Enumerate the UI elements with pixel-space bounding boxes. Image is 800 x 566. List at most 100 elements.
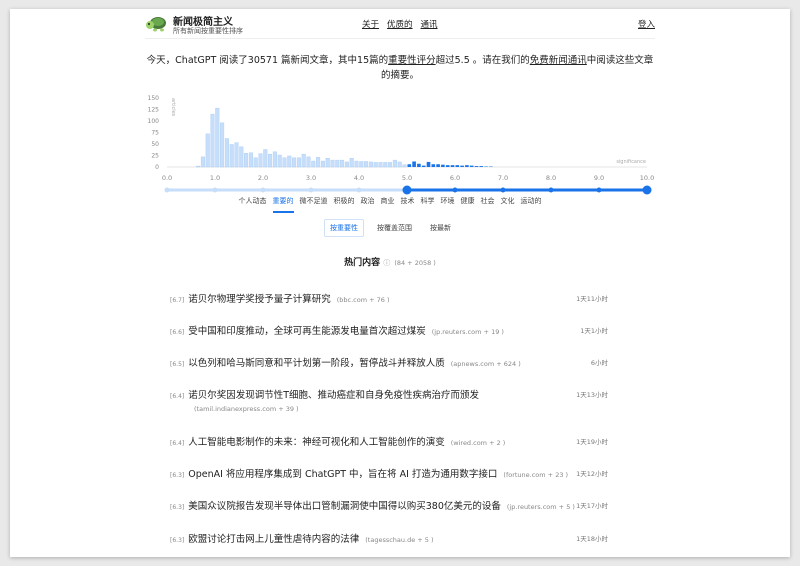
slider-tick [356,187,362,193]
histogram-bar [392,159,397,168]
y-tick-label: 25 [151,153,159,160]
histogram-bar [335,159,340,168]
histogram-bar [402,164,407,168]
nav-premium[interactable]: 优质的 [387,20,413,30]
turtle-logo-icon[interactable] [145,13,167,33]
histogram-bar [200,156,205,168]
news-title[interactable]: OpenAI 将应用程序集成到 ChatGPT 中，旨在将 AI 打造为通用数字… [188,469,498,480]
slider-tick [548,187,554,193]
info-icon[interactable]: ⓘ [383,259,391,267]
histogram-bar [388,162,393,168]
histogram-bar [320,160,325,168]
news-item: [6.4] 人工智能电影制作的未来：神经可视化和人工智能创作的演变 (wired.c… [170,434,620,448]
significance-histogram: 0 25 50 75 100 125 150 0.0 1.0 2.0 3.0 4.0 5.0 6.0 7.0… [148,95,654,195]
news-source[interactable]: (jp.reuters.com + 5 ) [506,503,575,511]
tagline: 所有新闻按重要性排序 [173,27,243,35]
news-time: 6小时 [590,359,608,367]
slider-handle[interactable] [402,185,412,195]
news-title[interactable]: 受中国和印度推动，全球可再生能源发电量首次超过煤炭 [188,326,426,337]
histogram-bar [296,157,301,168]
news-source[interactable]: (jp.reuters.com + 19 ) [431,328,504,336]
histogram-bar [268,153,273,168]
histogram-bar [383,162,388,168]
intro-part: 超过5.5 。请在我们的 [435,55,530,66]
tab-1[interactable]: 重要的 [272,196,294,213]
score: [6.4] [170,440,185,447]
brand-name[interactable]: 新闻极简主义 [173,17,233,28]
news-item: [6.3] 欧盟讨论打击网上儿童性虐待内容的法律 (tagesschau.de + … [170,531,620,545]
news-source[interactable]: (apnews.com + 624 ) [450,360,521,368]
news-title[interactable]: 欧盟讨论打击网上儿童性虐待内容的法律 [188,534,360,545]
news-title[interactable]: 以色列和哈马斯同意和平计划第一阶段，暂停战斗并释放人质 [188,358,445,369]
sort-option[interactable]: 按最新 [430,224,451,232]
login-link[interactable]: 登入 [637,20,655,30]
x-tick-label: 7.0 [498,174,508,182]
news-title[interactable]: 美国众议院报告发现半导体出口管制漏洞使中国得以购买380亿美元的设备 [188,501,501,512]
nav-newsletter[interactable]: 通讯 [420,20,438,30]
newsletter-link[interactable]: 免费新闻通讯 [529,55,587,66]
nav-about[interactable]: 关于 [362,20,380,30]
hot-title: 热门内容 [344,258,381,268]
score: [6.7] [170,297,185,304]
score: [6.4] [170,393,185,400]
tab-10[interactable]: 社会 [480,197,495,205]
histogram-bar [196,165,201,168]
page: 新闻极简主义 所有新闻按重要性排序 关于 优质的 通讯 登入 今天，ChatGPT … [10,9,790,557]
hot-count: (84 + 2058 ) [394,259,436,267]
histogram-bar [436,164,440,167]
news-title[interactable]: 诺贝尔奖因发现调节性T细胞、推动癌症和自身免疫性疾病治疗而颁发 [188,390,480,401]
histogram-bar [431,164,436,167]
histogram-bar [244,152,249,168]
histogram-bar [301,153,306,168]
intro-part: 今天，ChatGPT 阅读了30571 篇新闻文章，其中15篇的 [146,55,389,66]
tab-9[interactable]: 健康 [460,197,475,205]
x-tick-label: 2.0 [258,174,268,182]
news-source[interactable]: (fortune.com + 23 ) [503,471,569,479]
news-time: 1天17小时 [576,502,608,510]
histogram-bar [445,165,450,167]
histogram-bar [426,161,431,167]
x-tick-label: 5.0 [402,174,412,182]
tab-7[interactable]: 科学 [420,197,435,205]
histogram-bar [220,122,225,168]
tab-4[interactable]: 政治 [360,197,375,205]
news-title[interactable]: 诺贝尔物理学奖授予量子计算研究 [188,294,331,305]
histogram-bar [469,165,474,167]
news-source[interactable]: (tagesschau.de + 5 ) [365,536,434,544]
histogram-bar [234,142,239,168]
histogram-bar [277,154,282,168]
news-title[interactable]: 人工智能电影制作的未来：神经可视化和人工智能创作的演变 [188,437,445,448]
x-tick-label: 3.0 [306,174,316,182]
news-time: 1天12小时 [576,470,608,478]
news-source[interactable]: (tamil.indianexpress.com + 39 ) [194,405,299,413]
histogram-bar [292,157,297,168]
significance-link[interactable]: 重要性评分 [388,55,436,66]
histogram-bar [306,156,311,168]
sort-options: 按重要性 按覆盖范围 按最新 [135,219,645,237]
news-source[interactable]: (bbc.com + 76 ) [336,296,390,304]
histogram-bar [229,144,234,168]
x-tick-label: 9.0 [594,174,604,182]
tab-6[interactable]: 技术 [400,197,415,205]
news-item: [6.3] OpenAI 将应用程序集成到 ChatGPT 中，旨在将 AI 打造… [170,466,620,480]
news-source[interactable]: (wired.com + 2 ) [450,439,506,447]
tab-2[interactable]: 微不足道 [299,197,328,205]
tab-0[interactable]: 个人动态 [238,197,267,205]
tab-11[interactable]: 文化 [500,197,515,205]
histogram-bar [282,157,287,168]
histogram-bar [359,161,364,168]
y-tick-label: 50 [151,141,159,148]
score: [6.6] [170,329,185,336]
tab-8[interactable]: 环境 [440,197,455,205]
slider-tick [452,187,458,193]
tab-5[interactable]: 商业 [380,197,395,205]
tab-3[interactable]: 积极的 [333,197,355,205]
sort-option[interactable]: 按覆盖范围 [377,224,412,232]
score: [6.3] [170,537,185,544]
y-tick-label: 0 [155,164,159,171]
sort-option[interactable]: 按重要性 [324,219,364,237]
slider-handle[interactable] [642,185,652,195]
score: [6.3] [170,504,185,511]
tab-12[interactable]: 运动的 [520,197,542,205]
news-time: 1天19小时 [576,438,608,446]
